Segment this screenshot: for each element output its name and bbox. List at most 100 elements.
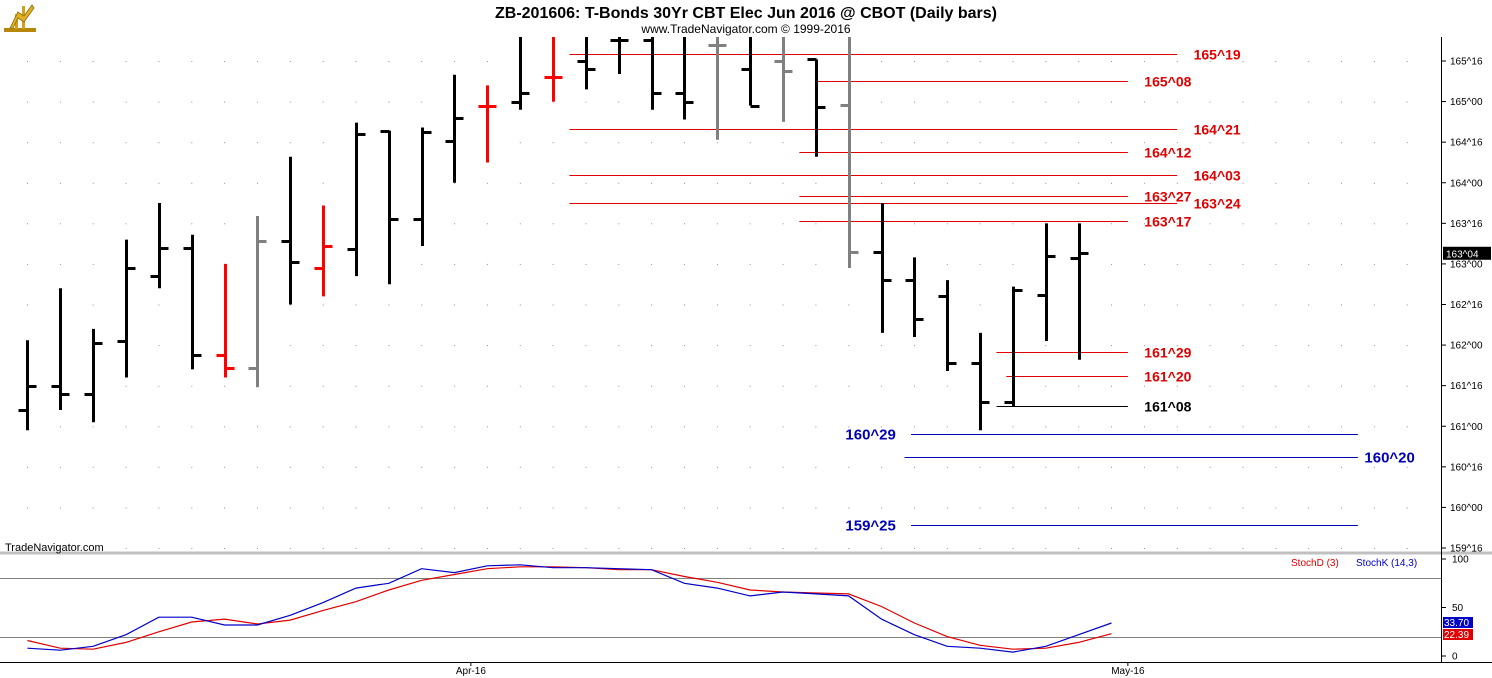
grid-dot xyxy=(27,263,28,265)
grid-dot xyxy=(1406,548,1408,549)
grid-dot xyxy=(1308,548,1310,549)
grid-dot xyxy=(585,345,587,347)
grid-dot xyxy=(191,223,193,225)
grid-dot xyxy=(946,466,948,468)
grid-dot xyxy=(552,507,554,509)
grid-dot xyxy=(322,507,324,509)
grid-dot xyxy=(158,61,160,62)
grid-dot xyxy=(749,263,751,265)
grid-dot xyxy=(289,345,291,347)
grid-dot xyxy=(1242,263,1244,265)
grid-dot xyxy=(1012,101,1014,103)
grid-dot xyxy=(1275,304,1277,306)
grid-dot xyxy=(782,548,784,549)
grid-dot xyxy=(1045,507,1047,509)
grid-dot xyxy=(914,426,915,428)
grid-dot xyxy=(1373,223,1375,225)
grid-dot xyxy=(355,548,357,549)
grid-dot xyxy=(1143,345,1145,347)
ohlc-bar xyxy=(183,234,202,370)
grid-dot xyxy=(749,345,751,347)
grid-dot xyxy=(1176,182,1178,184)
grid-dot xyxy=(946,426,948,428)
grid-dot xyxy=(519,182,521,184)
ohlc-bar xyxy=(478,85,497,163)
ohlc-bar xyxy=(741,37,760,108)
grid-dot xyxy=(585,142,587,144)
grid-dot xyxy=(1111,182,1112,184)
grid-dot xyxy=(158,426,160,428)
ohlc-bar xyxy=(445,74,464,183)
grid-dot xyxy=(1143,263,1145,265)
ohlc-bar xyxy=(774,37,793,122)
grid-dot xyxy=(1275,182,1277,184)
grid-dot xyxy=(684,223,685,225)
grid-dot xyxy=(257,101,258,103)
grid-dot xyxy=(486,507,488,509)
grid-dot xyxy=(355,385,357,387)
grid-dot xyxy=(1406,426,1408,428)
grid-dot xyxy=(1111,466,1112,468)
grid-dot xyxy=(421,466,423,468)
grid-dot xyxy=(618,223,620,225)
grid-dot xyxy=(1275,426,1277,428)
grid-dot xyxy=(815,426,817,428)
grid-dot xyxy=(749,466,751,468)
grid-dot xyxy=(1341,385,1342,387)
grid-dot xyxy=(454,61,456,62)
level-label: 160^20 xyxy=(1364,450,1414,467)
grid-dot xyxy=(1012,263,1014,265)
grid-dot xyxy=(519,263,521,265)
grid-dot xyxy=(1012,507,1014,509)
grid-dot xyxy=(1341,263,1342,265)
grid-dot xyxy=(454,223,456,225)
grid-dot xyxy=(1341,61,1342,62)
grid-dot xyxy=(388,426,390,428)
grid-dot xyxy=(552,466,554,468)
grid-dot xyxy=(355,345,357,347)
grid-dot xyxy=(1209,385,1211,387)
grid-dot xyxy=(815,182,817,184)
grid-dot xyxy=(1406,61,1408,62)
grid-dot xyxy=(914,507,915,509)
grid-dot xyxy=(59,223,61,225)
grid-dot xyxy=(1242,385,1244,387)
grid-dot xyxy=(946,182,948,184)
grid-dot xyxy=(486,263,488,265)
grid-dot xyxy=(1045,548,1047,549)
grid-dot xyxy=(1078,142,1080,144)
grid-dot xyxy=(1045,426,1047,428)
grid-dot xyxy=(289,548,291,549)
grid-dot xyxy=(59,101,61,103)
grid-dot xyxy=(552,345,554,347)
watermark: TradeNavigator.com xyxy=(5,542,104,554)
grid-dot xyxy=(881,182,883,184)
grid-dot xyxy=(552,263,554,265)
grid-dot xyxy=(1045,385,1047,387)
grid-dot xyxy=(1308,61,1310,62)
grid-dot xyxy=(1308,223,1310,225)
grid-dot xyxy=(1373,345,1375,347)
grid-dot xyxy=(224,507,226,509)
grid-dot xyxy=(1045,101,1047,103)
grid-dot xyxy=(1209,142,1211,144)
grid-dot xyxy=(914,466,915,468)
grid-dot xyxy=(1406,466,1408,468)
grid-dot xyxy=(815,385,817,387)
price-tick-label: 162^00 xyxy=(1450,341,1483,352)
ohlc-bar xyxy=(1037,223,1056,342)
grid-dot xyxy=(1176,61,1178,62)
grid-dot xyxy=(191,426,193,428)
grid-dot xyxy=(651,507,653,509)
grid-dot xyxy=(651,548,653,549)
grid-dot xyxy=(1275,507,1277,509)
grid-dot xyxy=(355,426,357,428)
grid-dot xyxy=(815,345,817,347)
grid-dot xyxy=(1341,426,1342,428)
grid-dot xyxy=(59,142,61,144)
grid-dot xyxy=(1012,466,1014,468)
grid-dot xyxy=(979,61,981,62)
grid-dot xyxy=(1143,304,1145,306)
grid-dot xyxy=(92,304,94,306)
